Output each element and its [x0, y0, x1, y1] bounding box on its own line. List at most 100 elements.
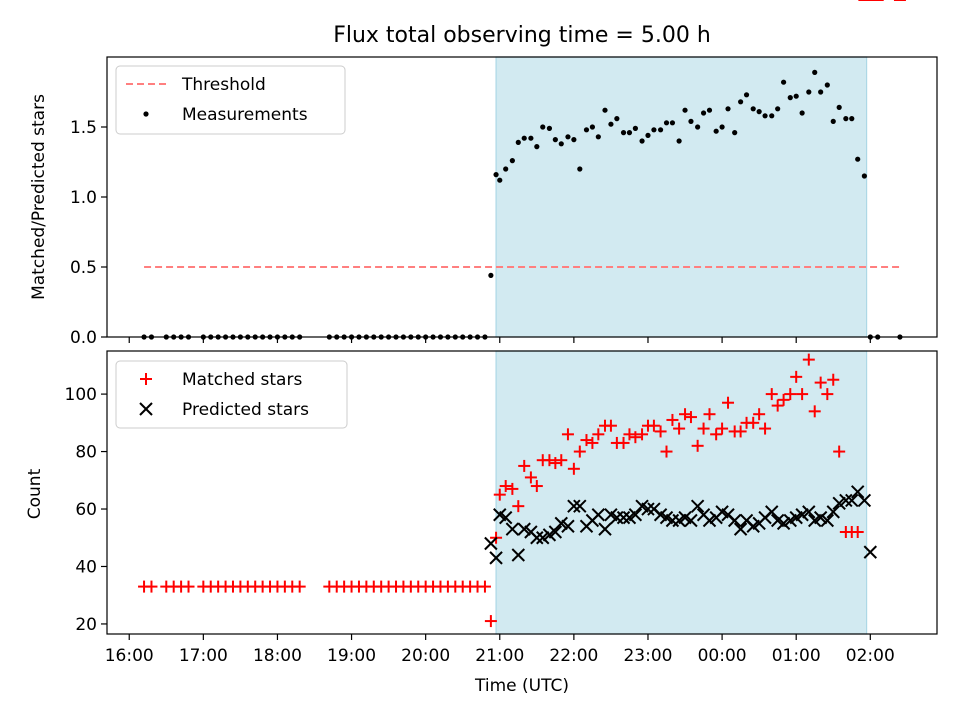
predicted-star-marker: [727, 513, 742, 528]
measurement-point: [793, 93, 799, 99]
measurement-point: [824, 82, 830, 88]
measurement-point: [780, 79, 787, 85]
y-tick-label: 60: [75, 500, 97, 520]
x-tick-label: 18:00: [253, 646, 302, 666]
legend-measurements-swatch: [143, 111, 149, 117]
measurement-point: [799, 110, 805, 116]
matched-star-marker: [684, 411, 697, 424]
predicted-star-marker: [489, 551, 503, 565]
matched-star-marker: [716, 422, 729, 435]
predicted-star-marker: [813, 510, 828, 525]
measurement-point: [521, 135, 527, 141]
measurement-point: [713, 128, 719, 134]
bottom-ylabel: Count: [25, 468, 45, 519]
predicted-star-marker: [641, 502, 655, 516]
matched-star-marker: [484, 615, 497, 628]
predicted-star-marker: [554, 516, 568, 531]
matched-star-marker: [506, 482, 519, 495]
predicted-star-marker: [733, 522, 748, 536]
predicted-star-marker: [598, 522, 612, 536]
measurement-point: [534, 144, 540, 150]
measurement-point: [614, 116, 620, 122]
measurement-point: [497, 177, 503, 183]
matched-star-marker: [691, 439, 704, 452]
measurement-point: [589, 124, 596, 130]
measurement-point: [750, 106, 756, 112]
matched-star-marker: [660, 445, 673, 458]
measurement-point: [663, 120, 670, 126]
measurement-point: [836, 104, 842, 110]
top-panel: 0.0 0.5 1.0 1.5: [70, 56, 938, 348]
predicted-star-marker: [839, 493, 853, 508]
predicted-star-marker: [498, 510, 513, 525]
predicted-star-marker: [505, 522, 520, 536]
y-tick-label: 0.0: [70, 328, 97, 348]
matched-star-marker: [530, 480, 543, 493]
predicted-star-marker: [530, 531, 544, 545]
matched-star-marker: [759, 422, 772, 435]
matched-star-marker: [784, 388, 797, 401]
matched-star-marker: [567, 462, 580, 475]
matched-star-marker: [808, 405, 821, 418]
predicted-star-marker: [511, 548, 526, 562]
matched-star-marker: [765, 388, 778, 401]
bottom-panel: 20 40 60 80 100 16:00 17:00 18:00 19:00 20:00 21:0…: [65, 0, 938, 666]
measurement-point: [695, 124, 701, 130]
measurement-point: [830, 118, 836, 124]
measurement-point: [577, 166, 583, 172]
measurement-point: [645, 132, 651, 138]
matched-star-marker: [703, 408, 716, 421]
predicted-star-marker: [484, 536, 498, 551]
matched-star-marker: [833, 445, 846, 458]
measurement-point: [528, 135, 534, 141]
measurement-point: [595, 134, 601, 140]
measurement-point: [558, 141, 564, 147]
matched-star-marker: [182, 580, 195, 593]
measurement-point: [682, 107, 688, 113]
measurement-point: [849, 116, 855, 122]
bottom-legend-frame: [115, 360, 348, 429]
measurement-point: [669, 120, 676, 126]
predicted-star-marker: [845, 493, 859, 508]
measurement-point: [583, 127, 590, 133]
measurement-point: [608, 121, 614, 127]
measurement-point: [725, 106, 731, 112]
matched-star-marker: [697, 422, 710, 435]
matched-star-marker: [636, 428, 649, 441]
measurement-point: [756, 109, 762, 115]
predicted-star-marker: [573, 499, 587, 513]
measurement-point: [626, 130, 633, 136]
matched-star-marker: [802, 353, 815, 366]
measurement-point: [552, 137, 558, 143]
matched-star-marker: [592, 428, 605, 441]
x-tick-label: 20:00: [401, 646, 450, 666]
observing-span-shade: [495, 350, 868, 635]
measurement-point: [818, 89, 824, 95]
axes-frame: [106, 350, 938, 635]
measurement-point: [493, 172, 499, 178]
x-tick-label: 01:00: [772, 646, 821, 666]
predicted-star-marker: [628, 508, 643, 522]
matched-star-marker: [666, 413, 679, 426]
x-tick-label: 17:00: [179, 646, 228, 666]
x-tick-label: 22:00: [549, 646, 598, 666]
matched-star-marker: [629, 431, 642, 444]
matched-star-marker: [478, 580, 491, 593]
y-tick-label: 20: [75, 615, 97, 635]
measurement-point: [812, 69, 818, 75]
matched-star-marker: [524, 471, 537, 484]
matched-star-marker: [777, 393, 790, 406]
matched-star-marker: [734, 425, 747, 438]
measurement-point: [503, 166, 509, 172]
predicted-star-marker: [802, 505, 816, 519]
matched-star-marker: [145, 580, 158, 593]
legend-measurements-label: Measurements: [182, 105, 308, 125]
predicted-star-marker: [826, 505, 840, 519]
measurement-point: [602, 107, 608, 113]
matched-star-marker: [543, 454, 556, 467]
bottom-xlabel: Time (UTC): [474, 676, 569, 696]
figure-title: Flux total observing time = 5.00 h: [333, 23, 711, 48]
measurement-point: [775, 106, 781, 112]
bottom-legend: Matched stars Predicted stars: [115, 360, 348, 429]
top-legend: Threshold Measurements: [115, 65, 346, 135]
